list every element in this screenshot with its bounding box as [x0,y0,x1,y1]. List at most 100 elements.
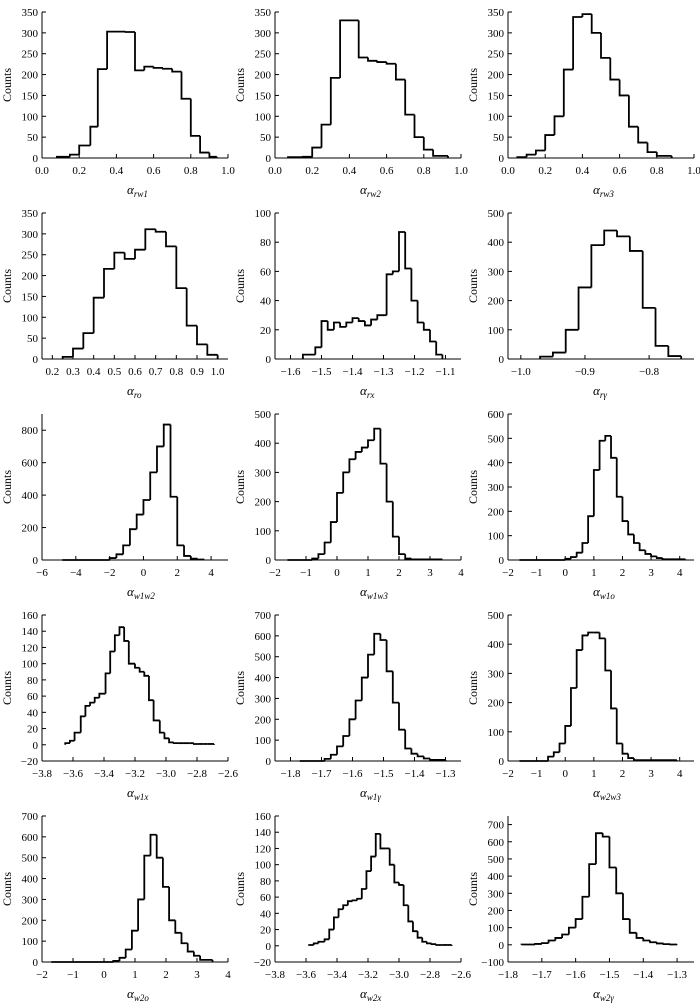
x-axis-label: αw1x [127,785,148,802]
y-tick-label: 100 [488,325,505,337]
histogram-bin [148,675,154,702]
x-tick-label: −1.8 [281,768,301,780]
histogram-bin [152,66,163,69]
x-tick-label: 4 [225,969,231,981]
histogram-bin [570,687,577,726]
histogram-bin [73,731,81,741]
histogram-bin [118,626,125,636]
y-tick-label: 100 [22,936,39,948]
histogram-bin [360,888,367,899]
x-tick-label: −1.3 [374,366,394,378]
y-tick-label: 0 [499,153,505,165]
histogram-bin [581,13,592,18]
histogram-bin [109,650,115,674]
y-tick-label: 300 [488,28,505,40]
x-axis-label-symbol: α [593,584,601,599]
histogram-bin [570,556,577,559]
histogram-bin [552,751,560,757]
y-tick-label: 150 [255,90,272,102]
y-tick-label: 100 [488,923,505,935]
x-tick-label: −1 [67,969,79,981]
y-axis-label: Counts [0,269,14,303]
x-axis-label-symbol: α [127,182,135,197]
x-tick-label: 1 [365,567,371,579]
histogram-bin [525,153,536,158]
x-tick-label: −3.6 [63,768,83,780]
x-axis-label: αw2γ [593,986,614,1003]
x-tick-label: −1.1 [436,366,456,378]
y-tick-label: 400 [22,490,39,502]
x-tick-label: −3.8 [32,768,52,780]
x-tick-label: −1.5 [599,969,619,981]
histogram-bin [567,926,576,935]
histogram-bin [169,424,178,498]
histogram-bin [385,62,396,65]
x-axis-label-subscript: w1w2 [134,591,156,601]
x-axis-label-subscript: rw2 [367,189,382,199]
y-tick-label: 200 [488,506,505,518]
histogram-bin [134,248,146,259]
histogram-bin [422,322,430,331]
y-tick-label: 0 [266,941,272,953]
y-tick-label: 700 [22,811,39,823]
histogram-bin [165,231,177,248]
histogram-bin [346,900,353,906]
y-axis-label: Counts [466,872,480,906]
y-axis-label: Counts [233,470,247,504]
y-tick-label: 250 [488,49,505,61]
histogram-bin [575,649,583,688]
y-axis-label: Counts [0,470,14,504]
histogram-bin [587,515,594,543]
y-tick-label: 40 [260,908,272,920]
x-axis-label-subscript: w1γ [367,792,382,802]
y-tick-label: 600 [488,837,505,849]
histogram-bin [193,743,199,745]
histogram-bin [385,640,393,673]
histogram-svg: 0 50 100 150 200 250 300 350 0.0 0.2 0.4 0.6 0.8 1.0 C… [0,7,235,199]
x-tick-label: 0 [562,768,568,780]
x-axis-label: αrw1 [127,182,148,199]
histogram-bin [308,944,314,946]
histogram-panel-w1w2: 0 200 400 600 800 −6 −4 −2 0 2 4 Counts αw1w2 [0,402,233,603]
histogram-bin [564,557,571,560]
histogram-bin [581,542,589,553]
histogram-bin [329,521,337,543]
x-tick-label: −1.4 [633,969,653,981]
x-axis-label-symbol: α [360,785,368,800]
histogram-panel-w2o: 0 100 200 300 400 500 600 700 −2 −1 0 1 2 3 4 Counts αw2… [0,804,233,1005]
x-tick-label: 0 [101,969,107,981]
histogram-bin [574,918,583,928]
histogram-bin [103,268,115,298]
histogram-bin [404,729,412,750]
histogram-bin [404,554,412,560]
histogram-bin [600,32,611,59]
histogram-bin [554,937,563,941]
histogram-svg: 0 50 100 150 200 250 300 350 0.0 0.2 0.4 0.6 0.8 1.0 C… [233,7,468,199]
histogram-bin [314,346,322,355]
y-tick-label: 300 [488,266,505,278]
histogram-bin [393,864,399,884]
y-tick-label: 500 [255,409,272,421]
histogram-bin [422,756,430,760]
histogram-bin [351,899,358,902]
histogram-bin [367,57,378,62]
x-tick-label: −1 [531,768,543,780]
y-tick-label: 140 [22,626,39,638]
y-tick-label: 0 [33,153,39,165]
y-tick-label: 200 [22,271,39,283]
y-tick-label: 400 [22,874,39,886]
histogram-bin [385,463,393,503]
x-tick-label: 0.6 [128,366,142,378]
histogram-bin [183,545,191,557]
y-tick-label: 50 [27,132,39,144]
y-tick-label: 200 [22,523,39,535]
y-tick-label: 200 [22,915,39,927]
histogram-bin [581,634,589,651]
histogram-bin [429,758,446,761]
histogram-bin [323,938,330,942]
histogram-bin [336,491,344,523]
histogram-bin [163,732,170,740]
histogram-svg: 0 100 200 300 400 500 −1.0 −0.9 −0.8 Counts αrγ [466,208,694,400]
y-tick-label: 0 [499,756,505,768]
histogram-bin [154,229,166,233]
